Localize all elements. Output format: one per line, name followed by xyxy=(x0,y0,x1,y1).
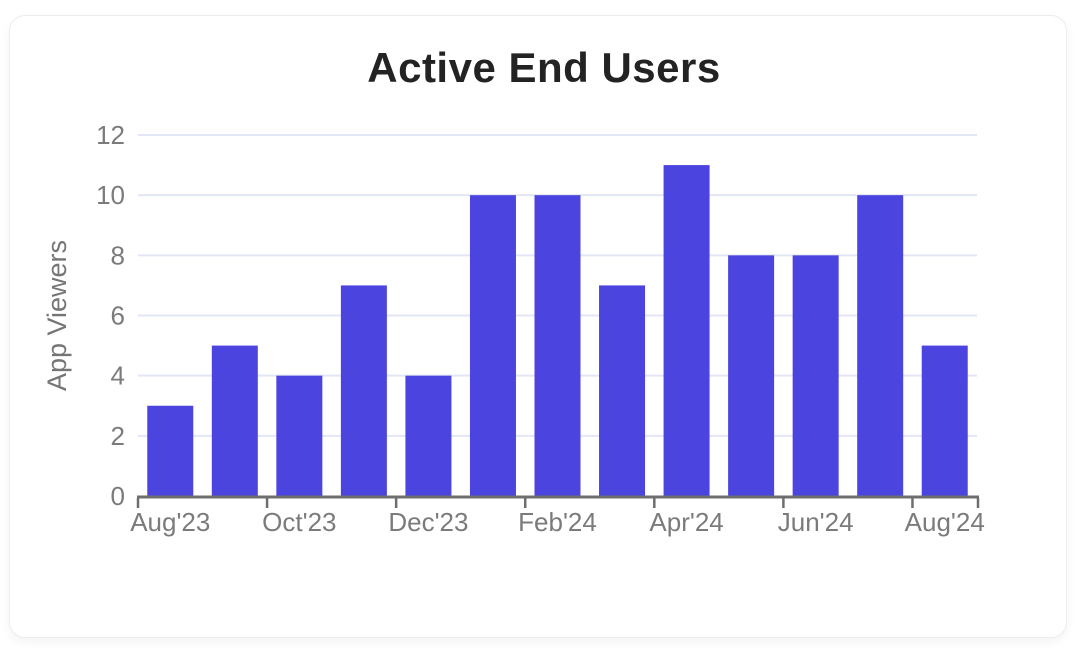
bar-Jan'24[interactable] xyxy=(469,195,516,496)
bar-Nov'23[interactable] xyxy=(340,285,387,496)
bar-Jul'24[interactable] xyxy=(857,195,904,496)
y-tick-label: 10 xyxy=(96,180,125,210)
bar-May'24[interactable] xyxy=(728,255,775,496)
bar-Feb'24[interactable] xyxy=(534,195,581,496)
x-tick-label: Aug'24 xyxy=(905,507,985,537)
bar-Apr'24[interactable] xyxy=(663,165,710,497)
x-tick-label: Feb'24 xyxy=(518,507,597,537)
y-tick-label: 6 xyxy=(111,301,125,331)
bar-Aug'24[interactable] xyxy=(921,345,968,496)
bar-Dec'23[interactable] xyxy=(405,375,452,496)
y-tick-label: 0 xyxy=(111,481,125,511)
x-tick-label: Oct'23 xyxy=(262,507,336,537)
bar-Mar'24[interactable] xyxy=(599,285,646,496)
x-tick-label: Jun'24 xyxy=(778,507,854,537)
bar-Aug'23[interactable] xyxy=(147,405,194,496)
y-tick-label: 2 xyxy=(111,421,125,451)
chart-title: Active End Users xyxy=(367,44,721,91)
y-tick-label: 8 xyxy=(111,240,125,270)
bar-Oct'23[interactable] xyxy=(276,375,323,496)
bar-Sep'23[interactable] xyxy=(211,345,258,496)
bar-Jun'24[interactable] xyxy=(792,255,839,496)
x-tick-label: Apr'24 xyxy=(649,507,723,537)
y-axis-title: App Viewers xyxy=(42,240,72,391)
x-tick-label: Aug'23 xyxy=(130,507,210,537)
y-tick-label: 12 xyxy=(96,120,125,150)
x-tick-label: Dec'23 xyxy=(388,507,468,537)
y-tick-label: 4 xyxy=(111,361,125,391)
